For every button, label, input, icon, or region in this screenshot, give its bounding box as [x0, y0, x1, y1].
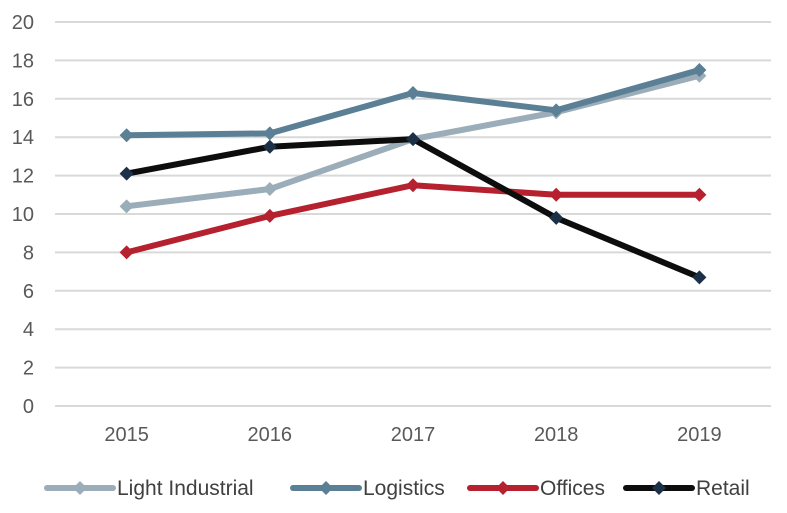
data-point — [119, 128, 134, 143]
y-tick-label: 10 — [12, 204, 34, 226]
series-line — [123, 67, 703, 139]
legend-label: Light Industrial — [117, 477, 254, 500]
data-point — [119, 166, 134, 181]
y-tick-label: 14 — [12, 127, 34, 149]
data-point — [549, 210, 564, 225]
legend-item: Offices — [467, 477, 605, 500]
legend-swatch-marker — [73, 481, 87, 495]
x-tick-label: 2015 — [104, 424, 149, 446]
data-point — [262, 126, 277, 141]
legend-item: Logistics — [290, 477, 445, 500]
data-point — [406, 86, 420, 101]
legend-label: Retail — [696, 477, 750, 500]
data-point — [549, 187, 564, 202]
data-point — [406, 178, 420, 193]
series-offices — [119, 178, 707, 260]
y-tick-label: 20 — [12, 12, 34, 34]
series-retail — [119, 132, 707, 285]
y-tick-label: 2 — [23, 358, 34, 380]
data-point — [692, 270, 707, 285]
legend-item: Light Industrial — [44, 477, 254, 500]
legend-swatch-marker — [319, 481, 333, 495]
y-tick-label: 6 — [23, 281, 34, 303]
data-point — [692, 63, 707, 77]
x-tick-label: 2018 — [534, 424, 579, 446]
series-lines — [119, 63, 707, 285]
data-point — [406, 132, 420, 147]
y-tick-label: 18 — [12, 50, 34, 72]
legend-label: Logistics — [363, 477, 445, 500]
legend-swatch-marker — [652, 481, 666, 495]
data-point — [549, 103, 564, 118]
y-tick-label: 0 — [23, 396, 34, 418]
x-tick-label: 2016 — [248, 424, 293, 446]
legend-label: Offices — [540, 477, 605, 500]
y-tick-label: 4 — [23, 319, 34, 341]
data-point — [119, 245, 134, 260]
data-point — [692, 187, 707, 202]
y-tick-label: 12 — [12, 166, 34, 188]
data-point — [262, 139, 277, 154]
data-point — [262, 208, 277, 223]
x-tick-label: 2019 — [677, 424, 722, 446]
series-line — [123, 136, 703, 281]
y-axis-ticks: 0 2 4 6 8 10 12 14 16 18 20 — [12, 12, 34, 418]
series-logistics — [119, 63, 707, 143]
data-point — [262, 182, 277, 197]
x-tick-label: 2017 — [391, 424, 436, 446]
legend: Light Industrial Logistics Offices Retail — [44, 477, 750, 500]
y-tick-label: 8 — [23, 242, 34, 264]
legend-item: Retail — [623, 477, 750, 500]
y-tick-label: 16 — [12, 89, 34, 111]
data-point — [119, 199, 134, 214]
legend-swatch-marker — [496, 481, 510, 495]
x-axis-ticks: 2015 2016 2017 2018 2019 — [104, 424, 721, 446]
